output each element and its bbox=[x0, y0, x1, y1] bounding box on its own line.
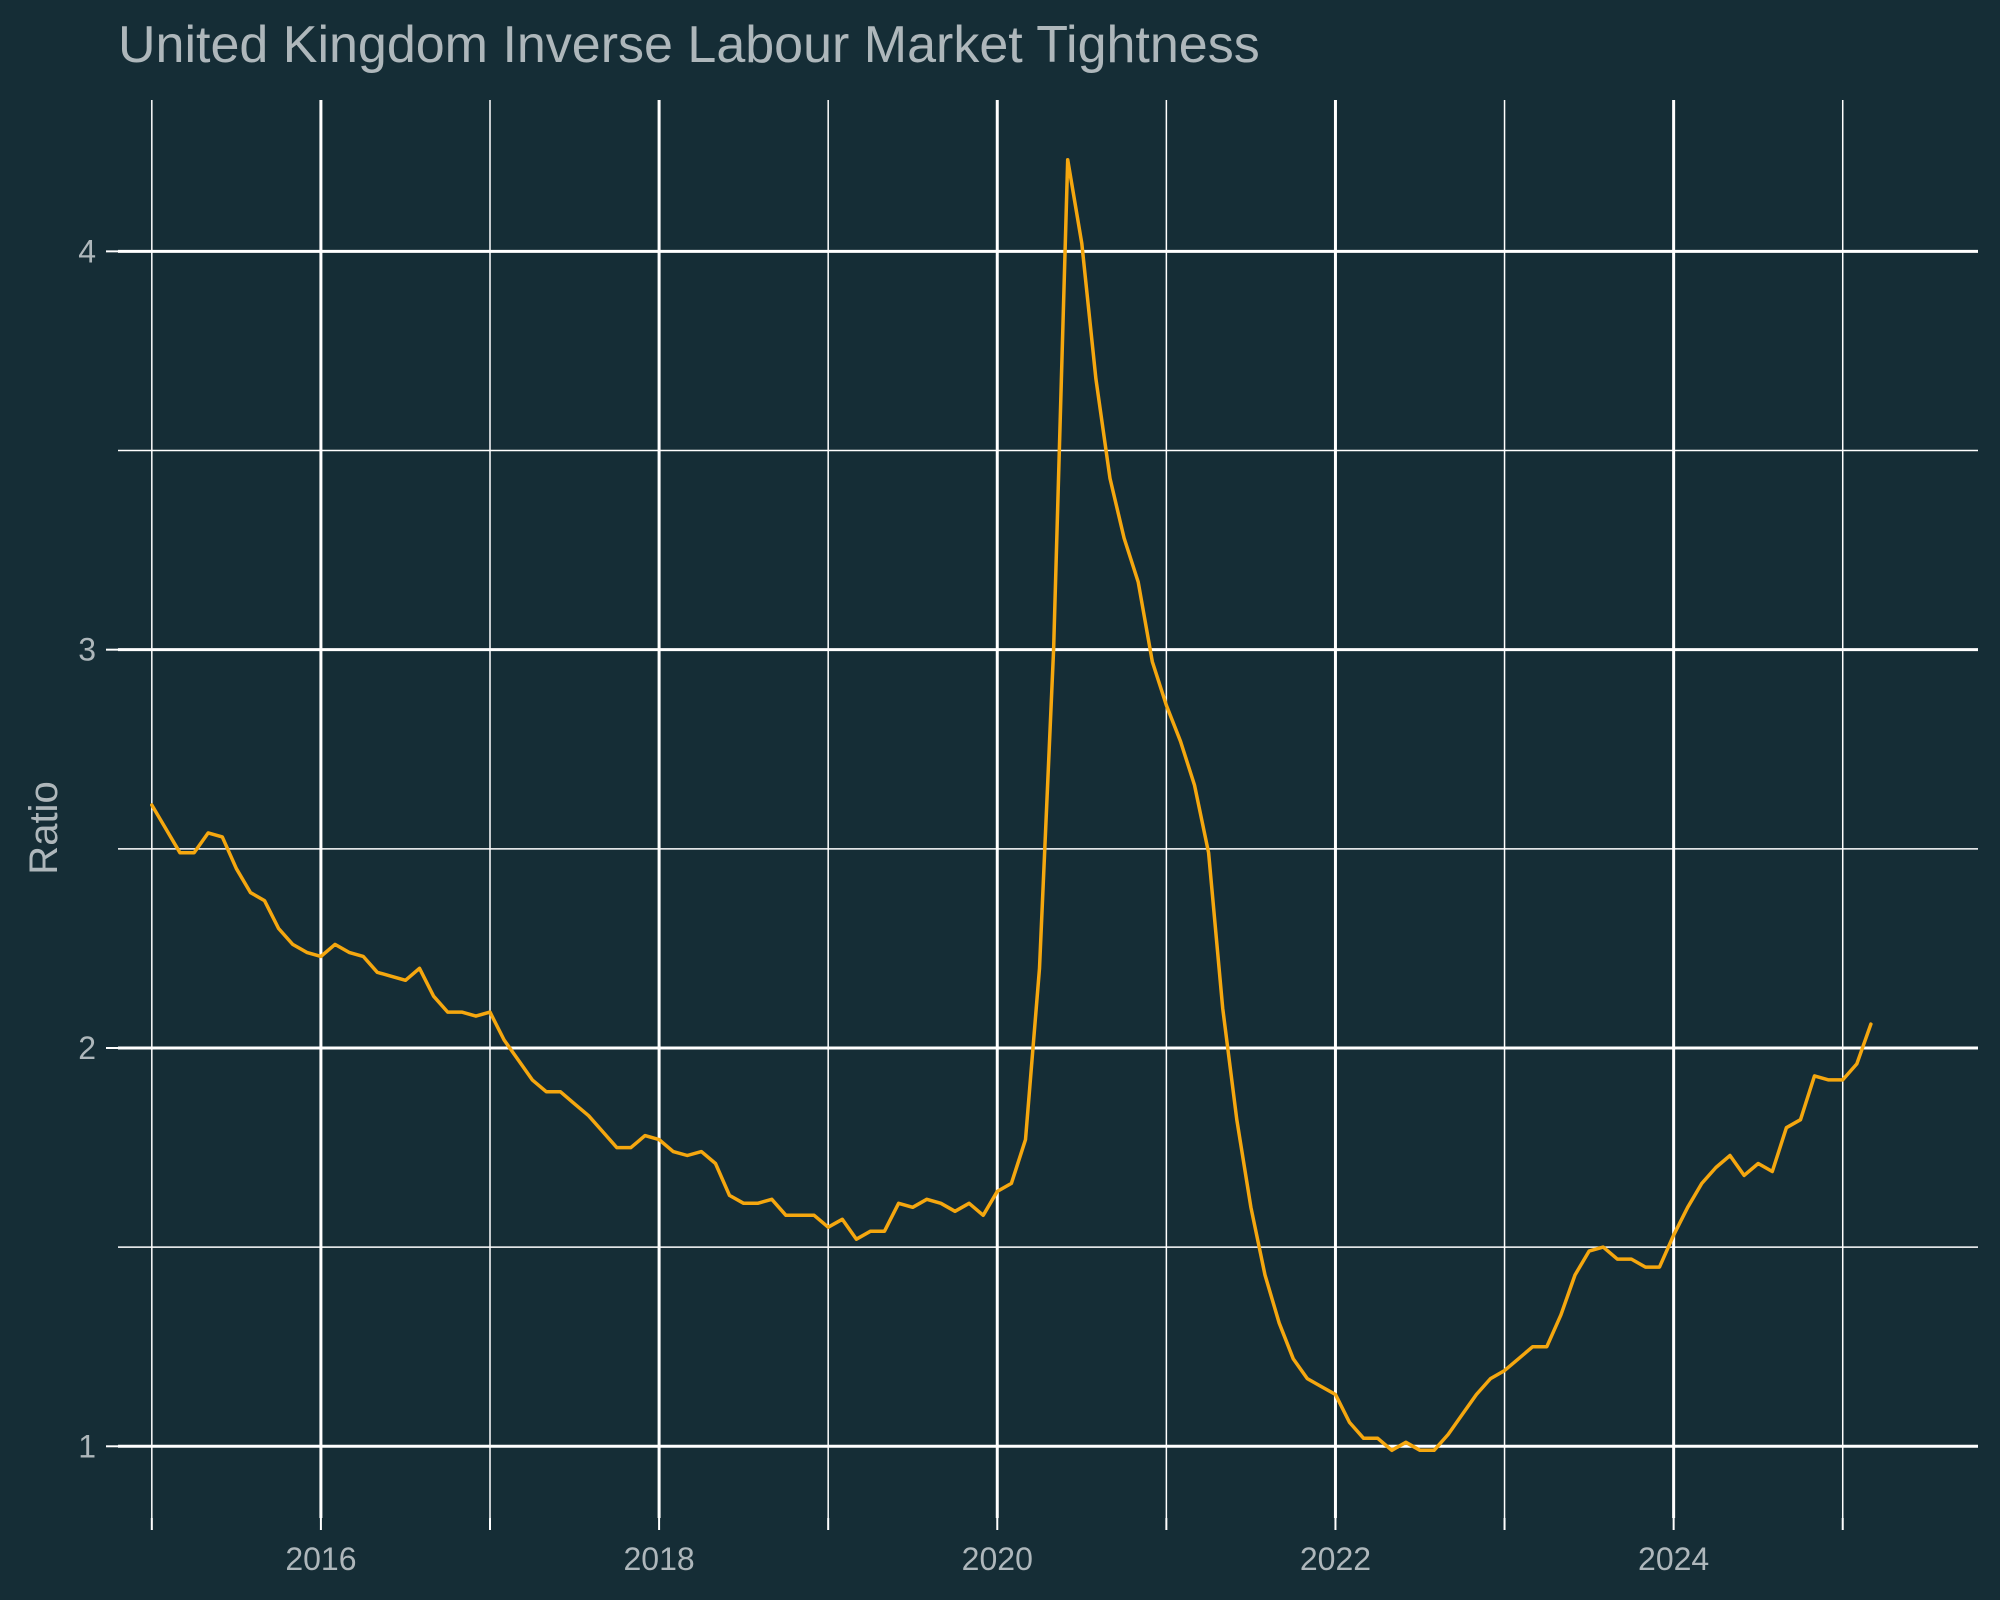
y-tick-label-1: 1 bbox=[78, 1428, 96, 1464]
x-tick-label-2024: 2024 bbox=[1638, 1541, 1709, 1577]
x-tick-label-2018: 2018 bbox=[623, 1541, 694, 1577]
chart-title: United Kingdom Inverse Labour Market Tig… bbox=[118, 16, 1260, 74]
y-axis-title: Ratio bbox=[22, 781, 66, 874]
x-tick-label-2020: 2020 bbox=[962, 1541, 1033, 1577]
x-tick-label-2022: 2022 bbox=[1300, 1541, 1371, 1577]
y-tick-label-2: 2 bbox=[78, 1030, 96, 1066]
axis-ticks bbox=[106, 250, 1844, 1530]
tick-labels: 2016 2018 2020 2022 2024 1 2 3 4 bbox=[78, 233, 1709, 1577]
y-tick-label-4: 4 bbox=[78, 233, 96, 269]
series-line-0 bbox=[150, 157, 1873, 1453]
x-tick-label-2016: 2016 bbox=[285, 1541, 356, 1577]
series-group bbox=[150, 157, 1873, 1453]
y-tick-label-3: 3 bbox=[78, 632, 96, 668]
